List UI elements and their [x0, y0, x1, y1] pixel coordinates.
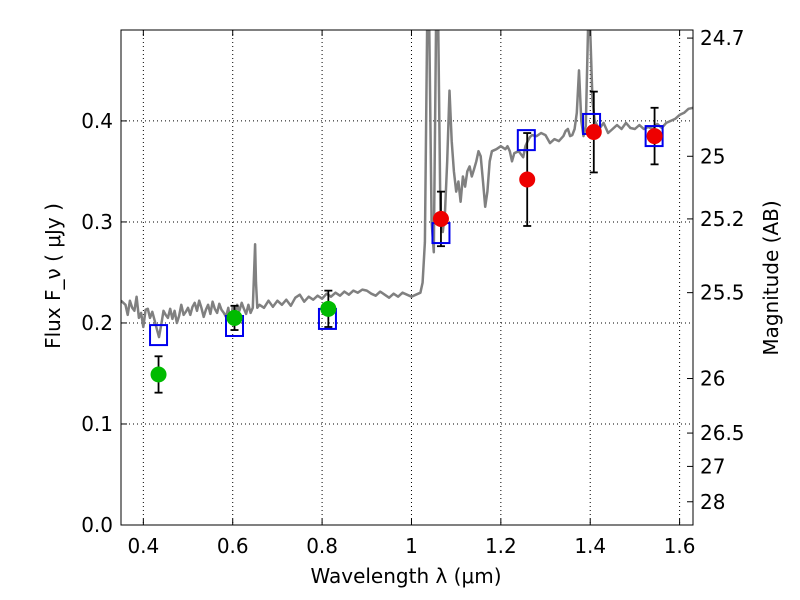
x-tick-label: 1	[405, 534, 418, 558]
right-tick-label: 24.7	[700, 26, 745, 50]
x-tick-label: 0.6	[217, 534, 249, 558]
model-square-marker	[149, 324, 169, 347]
right-tick-label: 25	[700, 144, 725, 168]
spectrum-line	[121, 30, 693, 339]
right-tick-label: 25.2	[700, 207, 745, 231]
gridlines	[121, 30, 693, 525]
right-axis-label: Magnitude (AB)	[759, 200, 783, 355]
axis-ticks: 0.4 0.6 0.8 1 1.2 1.4 1.6 0.0 0.1 0.2 0.3 0.4 24.7 25…	[81, 26, 744, 558]
right-tick-label: 26.5	[700, 421, 745, 445]
right-tick-label: 25.5	[700, 281, 745, 305]
data-point	[519, 171, 536, 188]
y-axis-label: Flux F_ν ( μJy )	[41, 203, 65, 349]
x-tick-label: 0.8	[306, 534, 338, 558]
y-tick-label: 0.2	[81, 311, 113, 335]
right-tick-label: 26	[700, 367, 725, 391]
x-axis-label: Wavelength λ (μm)	[310, 564, 501, 588]
y-tick-label: 0.0	[81, 513, 113, 537]
x-tick-label: 1.4	[574, 534, 606, 558]
y-tick-label: 0.3	[81, 210, 113, 234]
data-point	[432, 210, 449, 227]
model-square-marker	[516, 129, 536, 152]
data-point	[320, 300, 337, 317]
model-square-marker	[644, 125, 664, 148]
data-point	[646, 128, 663, 145]
x-tick-label: 1.6	[664, 534, 696, 558]
spectrum-series	[121, 30, 693, 339]
plot-frame	[120, 29, 694, 526]
y-tick-label: 0.4	[81, 109, 113, 133]
data-point	[150, 366, 167, 383]
x-tick-label: 1.2	[485, 534, 517, 558]
y-tick-label: 0.1	[81, 412, 113, 436]
right-tick-label: 27	[700, 454, 725, 478]
data-point	[585, 124, 602, 141]
right-tick-label: 28	[700, 490, 725, 514]
observed-photometry-series	[150, 124, 663, 383]
x-tick-label: 0.4	[127, 534, 159, 558]
data-point	[226, 309, 243, 326]
